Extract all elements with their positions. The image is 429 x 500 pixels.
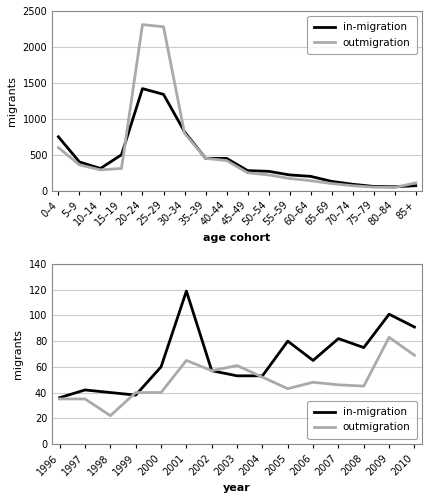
outmigration [336, 382, 341, 388]
Line: outmigration: outmigration [60, 338, 414, 415]
outmigration [184, 358, 189, 364]
in-migration [260, 373, 265, 379]
in-migration [209, 368, 214, 374]
Line: in-migration: in-migration [60, 291, 414, 398]
outmigration [108, 412, 113, 418]
in-migration [266, 168, 271, 174]
in-migration [285, 338, 290, 344]
in-migration [245, 168, 250, 173]
outmigration [308, 178, 313, 184]
outmigration [203, 156, 208, 162]
in-migration [350, 182, 355, 188]
outmigration [387, 334, 392, 340]
Line: in-migration: in-migration [58, 88, 416, 187]
outmigration [133, 390, 138, 396]
in-migration [56, 134, 61, 140]
X-axis label: year: year [223, 483, 251, 493]
outmigration [209, 368, 214, 374]
X-axis label: age cohort: age cohort [203, 234, 271, 243]
Legend: in-migration, outmigration: in-migration, outmigration [308, 401, 417, 438]
outmigration [413, 180, 418, 186]
outmigration [140, 22, 145, 28]
Y-axis label: migrants: migrants [7, 76, 17, 126]
in-migration [161, 92, 166, 98]
in-migration [235, 373, 240, 379]
in-migration [329, 178, 334, 184]
in-migration [98, 166, 103, 172]
outmigration [56, 144, 61, 150]
in-migration [184, 288, 189, 294]
outmigration [285, 386, 290, 392]
Line: outmigration: outmigration [58, 24, 416, 188]
in-migration [412, 324, 417, 330]
in-migration [361, 344, 366, 350]
in-migration [336, 336, 341, 342]
outmigration [119, 166, 124, 172]
in-migration [158, 364, 163, 370]
outmigration [260, 374, 265, 380]
outmigration [182, 130, 187, 136]
outmigration [235, 362, 240, 368]
outmigration [57, 396, 62, 402]
in-migration [57, 394, 62, 400]
outmigration [224, 158, 229, 164]
in-migration [119, 152, 124, 158]
outmigration [311, 380, 316, 386]
outmigration [287, 176, 292, 182]
in-migration [308, 174, 313, 180]
outmigration [412, 352, 417, 358]
in-migration [203, 156, 208, 162]
outmigration [392, 184, 397, 190]
in-migration [392, 184, 397, 190]
in-migration [182, 129, 187, 135]
in-migration [82, 387, 88, 393]
in-migration [140, 86, 145, 91]
in-migration [387, 311, 392, 317]
in-migration [108, 390, 113, 396]
outmigration [329, 180, 334, 186]
outmigration [245, 170, 250, 176]
in-migration [287, 172, 292, 178]
in-migration [224, 156, 229, 162]
Y-axis label: migrants: migrants [13, 329, 23, 379]
in-migration [371, 184, 376, 190]
outmigration [98, 167, 103, 173]
outmigration [77, 162, 82, 168]
outmigration [361, 383, 366, 389]
Legend: in-migration, outmigration: in-migration, outmigration [308, 16, 417, 54]
outmigration [161, 24, 166, 30]
outmigration [158, 390, 163, 396]
in-migration [77, 159, 82, 165]
in-migration [133, 392, 138, 398]
outmigration [266, 172, 271, 178]
outmigration [371, 184, 376, 190]
in-migration [413, 182, 418, 188]
in-migration [311, 358, 316, 364]
outmigration [350, 182, 355, 188]
outmigration [82, 396, 88, 402]
